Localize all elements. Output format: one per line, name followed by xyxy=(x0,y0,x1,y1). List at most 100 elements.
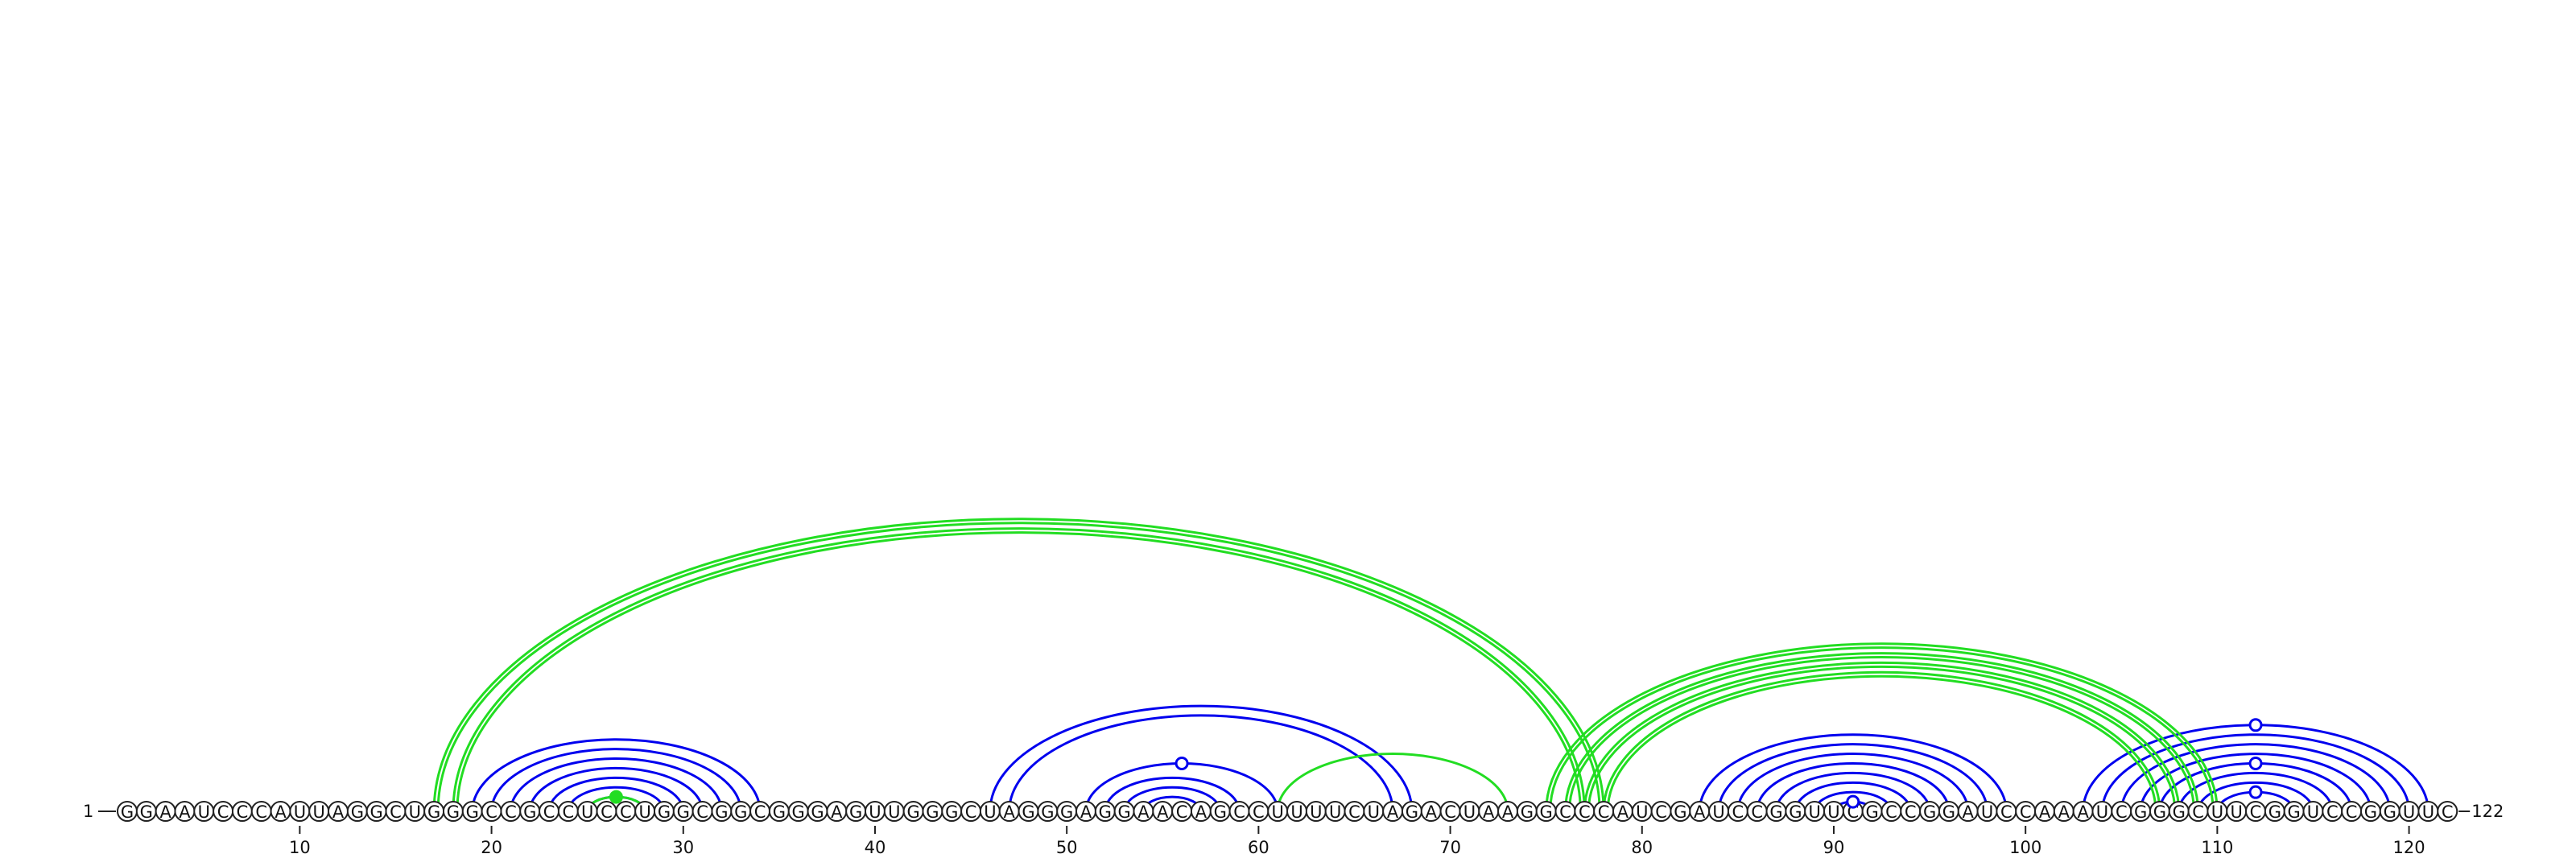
nucleotide-letter: G xyxy=(1022,802,1034,822)
nucleotide-letter: A xyxy=(2077,802,2089,822)
nucleotide: G xyxy=(672,801,694,822)
nucleotide-letter: U xyxy=(984,802,996,822)
arc-apex-marker xyxy=(1846,794,1860,809)
nucleotide-letter: U xyxy=(2307,802,2319,822)
nucleotide: C xyxy=(539,801,560,822)
nucleotide: G xyxy=(1094,801,1116,822)
arc-apex-marker xyxy=(2248,718,2263,732)
nucleotide-letter: G xyxy=(926,802,939,822)
nucleotide-letter: C xyxy=(217,802,229,822)
nucleotide: C xyxy=(2245,801,2267,822)
nucleotide-letter: C xyxy=(255,802,267,822)
nucleotide: A xyxy=(328,801,349,822)
sequence-start-label: 1 xyxy=(83,802,93,821)
nucleotide-letter: A xyxy=(1963,802,1975,822)
nucleotide: C xyxy=(1900,801,1922,822)
nucleotide: G xyxy=(1037,801,1059,822)
nucleotide: C xyxy=(1228,801,1250,822)
nucleotide-letter: C xyxy=(2250,802,2262,822)
nucleotide: G xyxy=(2168,801,2190,822)
nucleotide: G xyxy=(1018,801,1039,822)
nucleotide: G xyxy=(787,801,809,822)
secondary-pair-arc xyxy=(989,704,1414,812)
nucleotide-letter: G xyxy=(523,802,536,822)
nucleotide: G xyxy=(2130,801,2152,822)
nucleotide: G xyxy=(1938,801,1959,822)
nucleotide-letter: G xyxy=(1521,802,1534,822)
nucleotide: C xyxy=(1880,801,1902,822)
nucleotide-letter: G xyxy=(2173,802,2186,822)
tertiary-pair-arc-inner xyxy=(1606,674,2157,812)
arc-apex-marker xyxy=(609,790,623,804)
nucleotide: U xyxy=(193,801,215,822)
nucleotide: C xyxy=(691,801,713,822)
nucleotide-letter: C xyxy=(1655,802,1667,822)
nucleotide-letter: A xyxy=(1502,802,1514,822)
nucleotide-letter: C xyxy=(563,802,575,822)
nucleotide-letter: C xyxy=(543,802,555,822)
nucleotide: G xyxy=(807,801,828,822)
nucleotide-letter: G xyxy=(140,802,153,822)
tertiary-pair-arc-inner xyxy=(1549,646,2215,812)
base-pair-arcs xyxy=(432,518,2429,812)
nucleotide: A xyxy=(2053,801,2074,822)
nucleotide-letter: C xyxy=(2116,802,2128,822)
nucleotide-letter: A xyxy=(1617,802,1629,822)
nucleotide-letter: C xyxy=(1732,802,1744,822)
nucleotide-letter: C xyxy=(2326,802,2339,822)
nucleotide-letter: G xyxy=(677,802,690,822)
nucleotide: C xyxy=(1727,801,1748,822)
nucleotide-letter: G xyxy=(427,802,440,822)
nucleotide: G xyxy=(845,801,867,822)
nucleotide: G xyxy=(1861,801,1883,822)
nucleotide-letter: A xyxy=(1195,802,1208,822)
nucleotide-letter: U xyxy=(1636,802,1648,822)
nucleotide-letter: A xyxy=(1080,802,1092,822)
nucleotide-letter: G xyxy=(1923,802,1936,822)
tertiary-pair-arc-inner xyxy=(1587,665,2177,812)
nucleotide: U xyxy=(1459,801,1480,822)
nucleotide-letter: A xyxy=(1694,802,1706,822)
nucleotide-letter: C xyxy=(2346,802,2358,822)
nucleotide-letter: A xyxy=(332,802,345,822)
axis-tick-label: 110 xyxy=(2201,838,2233,857)
nucleotide: G xyxy=(2379,801,2401,822)
nucleotide: C xyxy=(231,801,253,822)
axis-tick-label: 50 xyxy=(1056,838,1078,857)
nucleotide-letter: C xyxy=(2192,802,2204,822)
nucleotide-letter: C xyxy=(754,802,766,822)
nucleotide: U xyxy=(1976,801,1998,822)
nucleotide-letter: U xyxy=(1463,802,1476,822)
secondary-pair-arc xyxy=(1736,753,1970,812)
secondary-pair-arc xyxy=(547,776,685,812)
nucleotide: G xyxy=(1535,801,1557,822)
nucleotide: U xyxy=(979,801,1001,822)
nucleotide-letter: C xyxy=(1253,802,1265,822)
nucleotide: C xyxy=(1344,801,1365,822)
nucleotide: A xyxy=(155,801,176,822)
nucleotide: U xyxy=(1324,801,1346,822)
nucleotide: G xyxy=(1785,801,1806,822)
nucleotide: A xyxy=(1497,801,1519,822)
nucleotide-letter: G xyxy=(2153,802,2166,822)
nucleotide-letter: C xyxy=(2020,802,2032,822)
nucleotide-letter: A xyxy=(2058,802,2070,822)
nucleotide: G xyxy=(1113,801,1135,822)
nucleotide: A xyxy=(270,801,291,822)
nucleotide: A xyxy=(1133,801,1154,822)
nucleotide-letter: U xyxy=(1981,802,1993,822)
nucleotide-letter: A xyxy=(159,802,171,822)
nucleotide-letter: U xyxy=(198,802,210,822)
nucleotide: U xyxy=(1305,801,1327,822)
nucleotide: C xyxy=(1574,801,1596,822)
nucleotide: G xyxy=(461,801,483,822)
nucleotide: G xyxy=(2283,801,2305,822)
nucleotide: A xyxy=(998,801,1020,822)
nucleotide-letter: G xyxy=(1041,802,1054,822)
nucleotide-letter: A xyxy=(1426,802,1438,822)
nucleotide: C xyxy=(557,801,579,822)
nucleotide: C xyxy=(960,801,982,822)
nucleotide: U xyxy=(404,801,426,822)
axis-tick-label: 120 xyxy=(2393,838,2425,857)
